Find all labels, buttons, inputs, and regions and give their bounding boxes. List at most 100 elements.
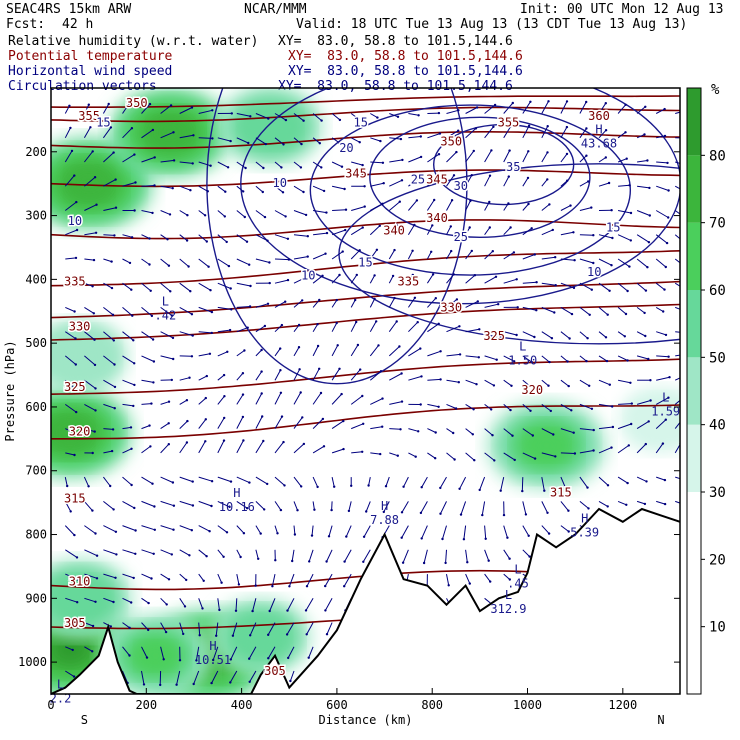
vector-head xyxy=(223,215,226,218)
vector-head xyxy=(604,156,607,159)
circulation-vector xyxy=(65,331,76,339)
vector-head xyxy=(206,190,209,193)
vector-head xyxy=(305,633,308,636)
vector-head xyxy=(130,236,134,239)
circulation-vector xyxy=(368,477,371,486)
vector-head xyxy=(94,231,98,234)
circulation-vector xyxy=(103,450,113,454)
vector-head xyxy=(205,374,208,378)
circulation-vector xyxy=(103,428,114,430)
wind-speed-label: 15 xyxy=(96,115,110,129)
theta-contour-line xyxy=(51,358,680,395)
circulation-vector xyxy=(503,102,514,114)
vector-head xyxy=(168,213,172,216)
circulation-vector xyxy=(198,441,206,454)
vector-head xyxy=(175,683,178,686)
circulation-vector xyxy=(579,101,587,114)
circulation-vector xyxy=(674,185,680,190)
extremum-marker: L xyxy=(519,339,526,353)
vector-head xyxy=(152,381,155,384)
circulation-vector xyxy=(388,297,395,308)
vector-head xyxy=(210,504,213,508)
circulation-vector xyxy=(408,348,421,357)
circulation-vector xyxy=(332,209,347,211)
theta-label: 355 xyxy=(78,109,100,123)
circulation-vector xyxy=(636,331,646,337)
vector-head xyxy=(333,485,336,488)
vector-head xyxy=(548,360,551,364)
vector-head xyxy=(543,489,546,492)
vector-head xyxy=(94,409,97,412)
vector-head xyxy=(286,278,290,282)
circulation-vector xyxy=(179,622,184,635)
circulation-vector xyxy=(617,476,628,484)
vector-head xyxy=(92,258,96,262)
vector-head xyxy=(402,485,405,488)
circulation-vector xyxy=(598,476,609,486)
circulation-vector xyxy=(141,646,148,658)
vector-head xyxy=(554,284,557,287)
vector-head xyxy=(665,241,669,245)
vector-head xyxy=(69,510,72,513)
circulation-vector xyxy=(274,137,284,145)
circulation-vector xyxy=(293,300,303,308)
vector-head xyxy=(344,208,348,211)
circulation-vector xyxy=(656,355,669,358)
vector-head xyxy=(74,337,77,340)
circulation-vector xyxy=(312,445,325,454)
vector-head xyxy=(87,103,91,106)
vector-head xyxy=(491,250,494,253)
circulation-vector xyxy=(401,525,409,538)
circulation-vector xyxy=(522,428,534,436)
circulation-vector xyxy=(84,428,95,433)
vector-head xyxy=(151,211,154,215)
circulation-vector xyxy=(83,476,90,487)
circulation-vector xyxy=(460,501,467,515)
vector-head xyxy=(624,131,627,134)
vector-head xyxy=(565,100,569,103)
circulation-vector xyxy=(560,153,568,163)
circulation-vector xyxy=(160,131,174,139)
vector-head xyxy=(188,376,191,379)
circulation-vector xyxy=(503,150,511,163)
vector-head xyxy=(185,399,189,402)
theta-contour-line xyxy=(51,95,680,108)
theta-label: 310 xyxy=(69,575,91,589)
vector-head xyxy=(646,159,649,162)
vector-head xyxy=(229,480,233,483)
circulation-vector xyxy=(459,476,467,490)
circulation-vector xyxy=(522,151,529,163)
x-tick-label: 600 xyxy=(326,698,348,712)
circulation-vector xyxy=(598,307,609,316)
vector-head xyxy=(664,265,667,269)
circulation-vector xyxy=(656,161,668,164)
circulation-vector xyxy=(122,403,134,407)
circulation-vector xyxy=(102,127,112,139)
vector-head xyxy=(458,353,462,356)
vector-head xyxy=(487,559,490,562)
vector-head xyxy=(565,152,569,156)
vector-head xyxy=(507,175,510,178)
circulation-vector xyxy=(122,307,133,317)
humid-region xyxy=(243,623,278,650)
vector-head xyxy=(515,278,518,281)
vector-head xyxy=(441,537,444,541)
circulation-vector xyxy=(236,416,244,429)
circulation-vector xyxy=(560,231,574,236)
circulation-vector xyxy=(255,349,262,357)
vector-head xyxy=(550,337,554,340)
circulation-vector xyxy=(579,128,587,139)
vector-head xyxy=(344,228,347,232)
vector-head xyxy=(145,656,149,659)
circulation-vector xyxy=(198,375,208,381)
extremum-marker: H xyxy=(381,499,388,513)
vector-head xyxy=(585,127,588,130)
vector-head xyxy=(478,328,481,331)
vector-head xyxy=(566,179,569,182)
circulation-vector xyxy=(217,234,228,243)
vector-head xyxy=(416,321,419,324)
circulation-vector xyxy=(465,174,473,187)
circulation-vector xyxy=(286,622,295,635)
circulation-vector xyxy=(598,426,613,430)
circulation-vector xyxy=(312,275,323,284)
